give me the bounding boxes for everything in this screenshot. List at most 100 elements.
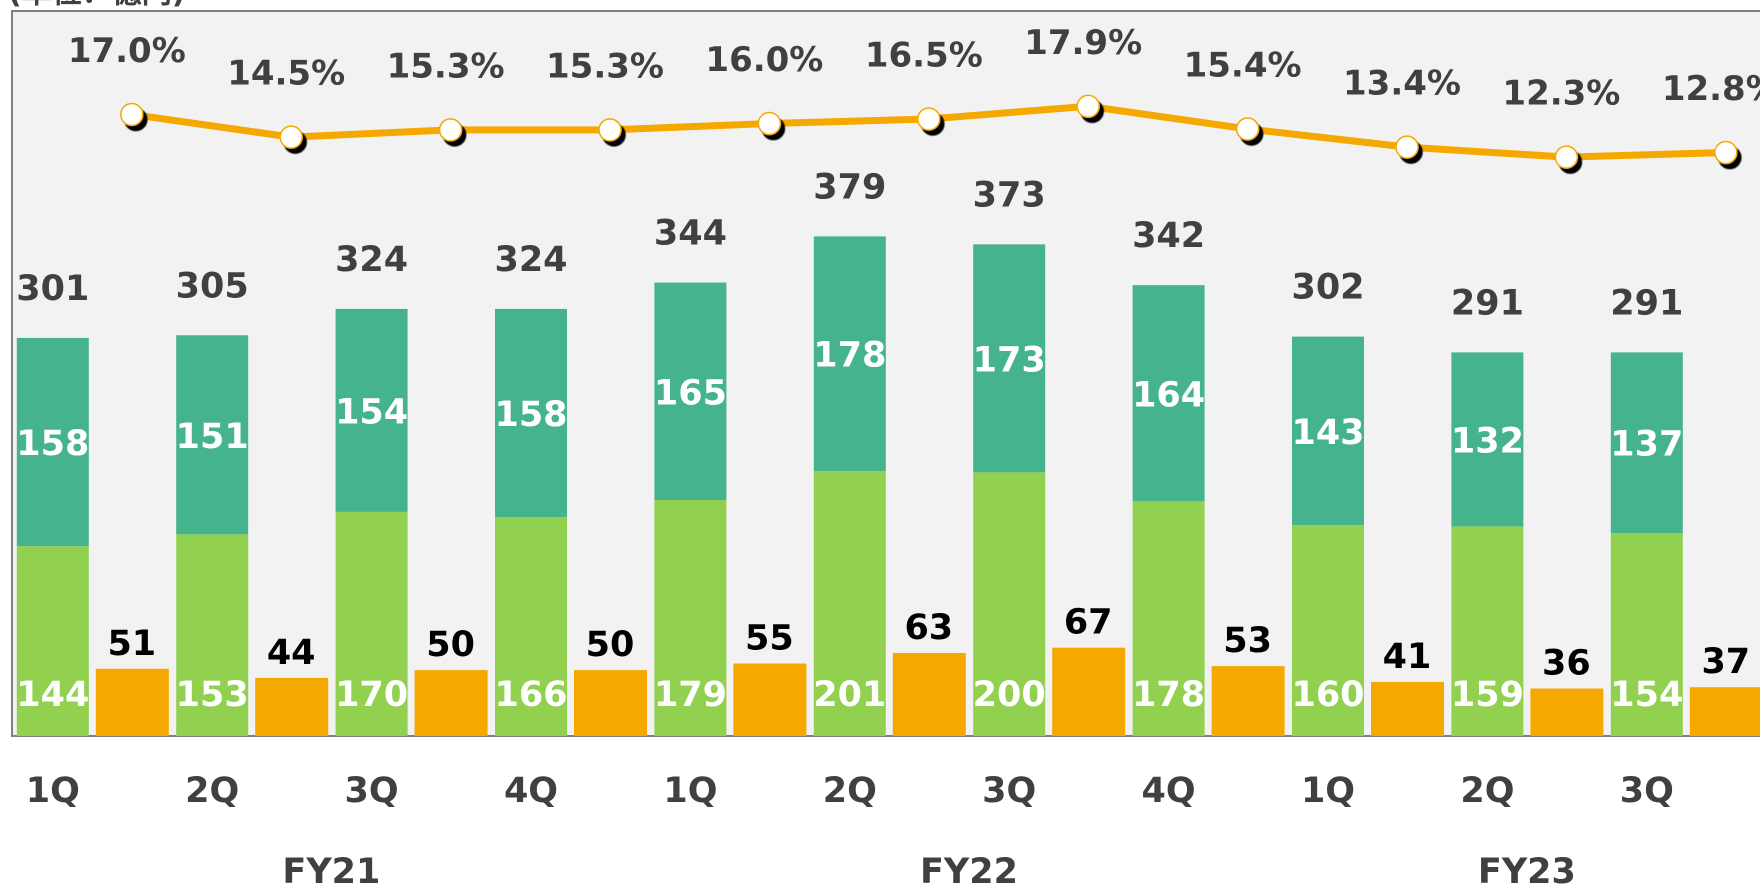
stack-bar <box>335 308 408 512</box>
line-label: 16.5% <box>865 35 983 75</box>
segment-label: 143 <box>1291 413 1364 453</box>
group-label: FY21 <box>282 852 380 891</box>
stack-bar <box>1132 285 1205 502</box>
total-label: 302 <box>1291 268 1364 308</box>
side-label: 53 <box>1223 621 1272 661</box>
total-label: 301 <box>16 269 89 309</box>
x-tick-label: 3Q <box>1620 771 1674 811</box>
x-tick-label: 3Q <box>982 771 1036 811</box>
line-point <box>1554 145 1579 169</box>
stack-bar <box>1292 336 1364 526</box>
segment-label: 165 <box>654 373 727 413</box>
line-point <box>279 125 303 149</box>
stack-bar <box>495 517 567 736</box>
x-tick-label: 4Q <box>1142 771 1196 811</box>
side-label: 50 <box>586 625 635 665</box>
segment-label: 151 <box>176 417 249 457</box>
line-label: 12.3% <box>1502 74 1620 114</box>
total-label: 291 <box>1610 283 1683 323</box>
x-tick-label: 2Q <box>185 771 239 811</box>
segment-label: 164 <box>1132 375 1205 415</box>
side-label: 51 <box>107 624 156 664</box>
side-label: 36 <box>1542 644 1591 684</box>
line-label: 12.8% <box>1662 69 1760 109</box>
line-label: 15.3% <box>387 46 505 86</box>
stack-bar <box>973 472 1046 736</box>
side-bar <box>1689 687 1760 736</box>
total-label: 324 <box>335 240 408 280</box>
stack-bar <box>1451 526 1524 736</box>
line-point <box>598 118 622 142</box>
line-label: 14.5% <box>227 54 345 94</box>
segment-label: 179 <box>654 675 727 715</box>
total-label: 324 <box>494 240 567 280</box>
segment-label: 137 <box>1610 425 1683 465</box>
side-bar <box>414 670 488 736</box>
x-tick-label: 3Q <box>345 771 399 811</box>
side-label: 41 <box>1383 637 1432 677</box>
stack-bar <box>1451 352 1524 527</box>
line-point <box>917 107 941 131</box>
side-bar <box>1371 681 1444 736</box>
side-label: 67 <box>1064 603 1113 643</box>
side-label: 37 <box>1701 642 1750 682</box>
segment-label: 158 <box>16 424 89 464</box>
segment-label: 154 <box>1610 675 1683 715</box>
side-bar <box>95 668 169 736</box>
segment-label: 200 <box>973 675 1046 715</box>
segment-label: 153 <box>176 675 249 715</box>
group-label: FY22 <box>920 852 1018 891</box>
total-label: 291 <box>1451 283 1524 323</box>
line-label: 17.9% <box>1024 23 1142 63</box>
side-label: 44 <box>267 633 316 673</box>
stack-bar <box>654 500 727 736</box>
stack-bar <box>813 471 886 736</box>
line-label: 13.4% <box>1343 64 1461 104</box>
stack-bar <box>1132 501 1205 736</box>
side-bar <box>733 663 807 736</box>
segment-label: 144 <box>16 675 89 715</box>
stack-bar <box>335 511 408 736</box>
x-tick-label: 2Q <box>1460 771 1514 811</box>
line-point <box>1076 94 1100 119</box>
x-tick-label: 1Q <box>26 771 80 811</box>
group-label: FY23 <box>1478 852 1576 891</box>
segment-label: 132 <box>1451 421 1524 461</box>
side-bar <box>1530 688 1604 736</box>
segment-label: 201 <box>813 675 886 715</box>
segment-label: 173 <box>973 340 1046 380</box>
stack-bar <box>16 337 89 547</box>
x-tick-label: 2Q <box>823 771 877 811</box>
stack-bar <box>176 335 249 535</box>
side-bar <box>1211 666 1285 736</box>
segment-label: 166 <box>494 675 567 715</box>
x-tick-label: 1Q <box>1301 771 1355 811</box>
segment-label: 160 <box>1291 675 1364 715</box>
side-bar <box>255 678 329 736</box>
line-point <box>757 111 782 136</box>
line-label: 17.0% <box>68 31 186 71</box>
segment-label: 170 <box>335 675 408 715</box>
total-label: 344 <box>654 214 727 254</box>
stack-bar <box>654 282 727 501</box>
x-tick-label: 4Q <box>504 771 558 811</box>
segment-label: 158 <box>494 395 567 435</box>
segment-label: 178 <box>813 336 886 376</box>
side-label: 63 <box>904 608 953 648</box>
line-point <box>1395 135 1419 159</box>
line-label: 15.4% <box>1184 45 1302 85</box>
line-label: 16.0% <box>705 40 823 80</box>
stack-bar <box>16 546 89 736</box>
line-label: 15.3% <box>546 46 664 86</box>
side-bar <box>1052 647 1126 736</box>
side-label: 55 <box>745 619 794 659</box>
stack-bar <box>1610 352 1683 533</box>
total-label: 342 <box>1132 216 1205 256</box>
stack-bar <box>176 534 249 736</box>
side-bar <box>574 670 647 736</box>
stack-bar <box>1292 525 1364 736</box>
stack-bar <box>495 308 567 518</box>
segment-label: 154 <box>335 392 408 432</box>
